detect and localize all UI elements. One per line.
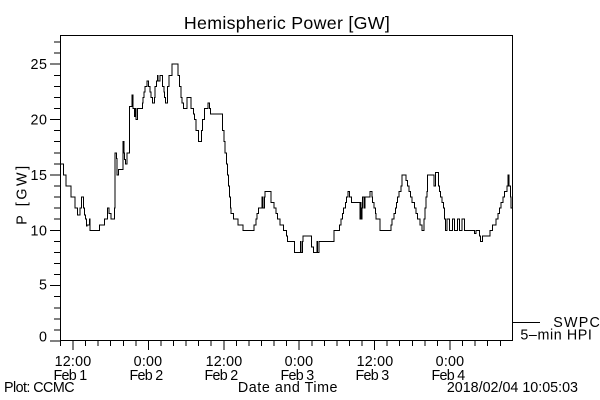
svg-text:12:00: 12:00 [357, 354, 394, 370]
svg-text:10: 10 [30, 223, 47, 239]
svg-text:0:00: 0:00 [285, 354, 314, 370]
svg-text:12:00: 12:00 [206, 354, 243, 370]
svg-text:Feb 2: Feb 2 [129, 368, 163, 384]
svg-text:Feb 3: Feb 3 [280, 368, 314, 384]
svg-text:0: 0 [39, 330, 48, 346]
svg-text:Date and Time: Date and Time [238, 380, 338, 396]
svg-text:0:00: 0:00 [436, 354, 465, 370]
svg-text:5: 5 [39, 278, 48, 294]
svg-text:Feb 1: Feb 1 [53, 368, 87, 384]
svg-text:20: 20 [30, 113, 47, 129]
svg-text:15: 15 [30, 168, 47, 184]
svg-text:Feb 4: Feb 4 [431, 368, 465, 384]
svg-text:P [GW]: P [GW] [15, 163, 31, 224]
svg-text:Feb 2: Feb 2 [204, 368, 238, 384]
svg-text:Plot: CCMC: Plot: CCMC [4, 380, 74, 396]
svg-text:SWPC: SWPC [553, 315, 600, 331]
svg-text:Hemispheric Power [GW]: Hemispheric Power [GW] [184, 13, 390, 33]
svg-text:25: 25 [30, 57, 47, 73]
svg-text:5–min HPI: 5–min HPI [520, 328, 592, 344]
svg-text:2018/02/04 10:05:03: 2018/02/04 10:05:03 [447, 380, 578, 396]
svg-text:Feb 3: Feb 3 [355, 368, 389, 384]
svg-text:12:00: 12:00 [55, 354, 92, 370]
svg-text:0:00: 0:00 [134, 354, 163, 370]
